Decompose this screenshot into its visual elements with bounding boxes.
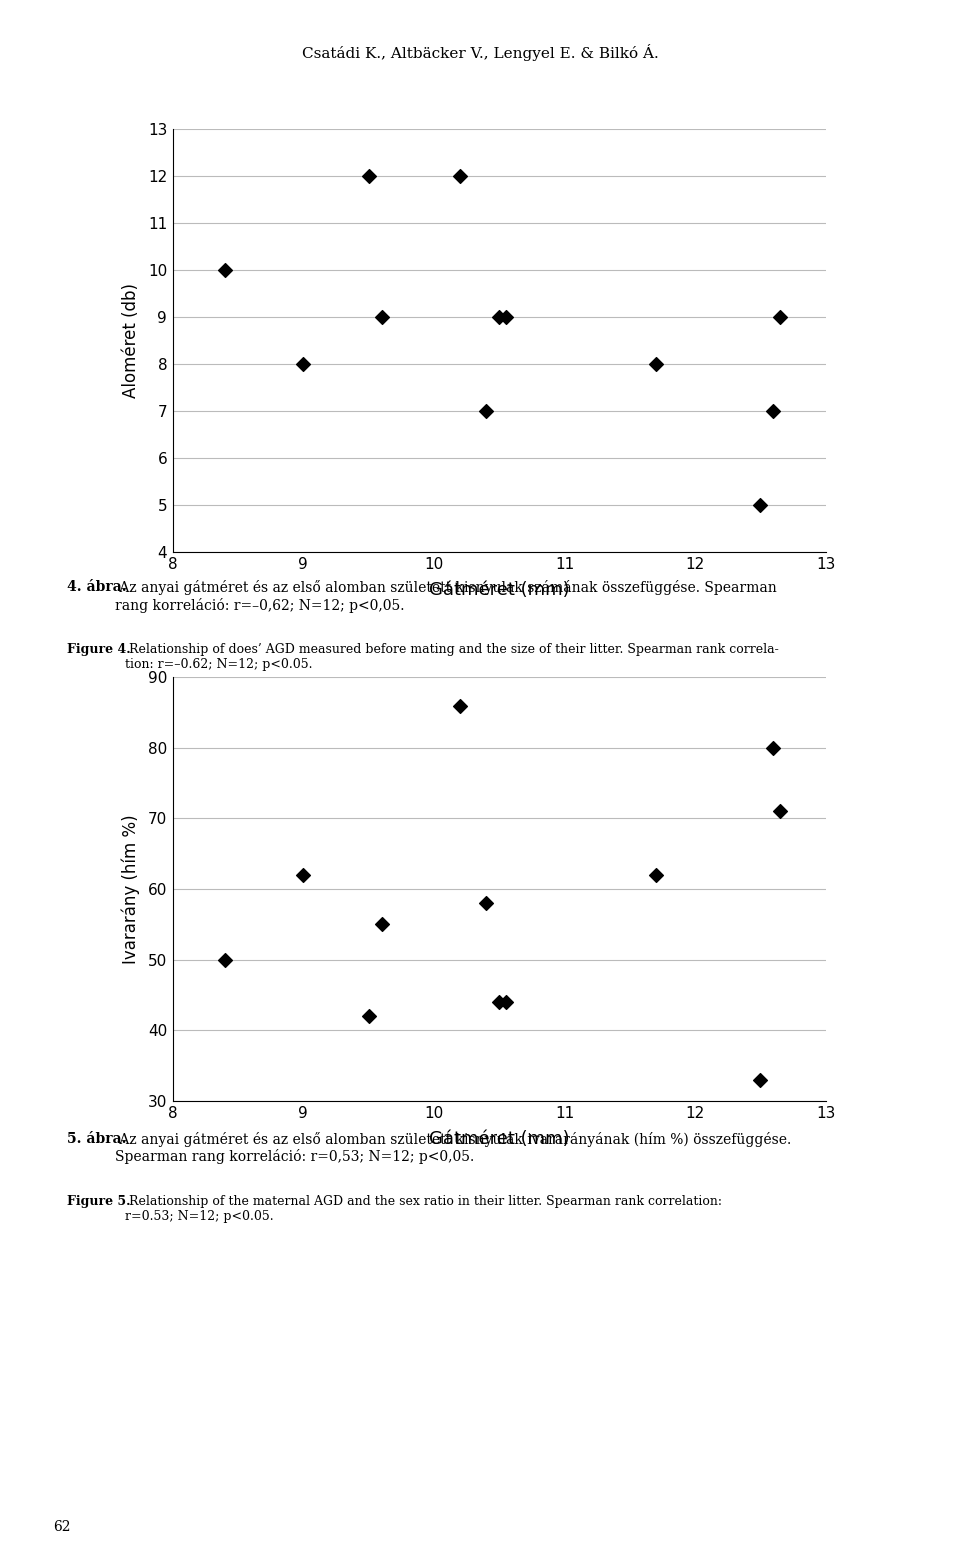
Point	[753, 492, 768, 517]
Text: Relationship of does’ AGD measured before mating and the size of their litter. S: Relationship of does’ AGD measured befor…	[125, 643, 779, 671]
Point	[766, 398, 781, 423]
X-axis label: Gátméret (mm): Gátméret (mm)	[429, 580, 569, 599]
Point	[772, 304, 787, 329]
Point	[648, 862, 663, 887]
Text: Relationship of the maternal AGD and the sex ratio in their litter. Spearman ran: Relationship of the maternal AGD and the…	[125, 1195, 722, 1223]
Point	[492, 304, 507, 329]
Y-axis label: Aloméret (db): Aloméret (db)	[122, 282, 139, 398]
Point	[772, 800, 787, 825]
Point	[217, 257, 232, 282]
Point	[498, 989, 514, 1014]
Point	[374, 304, 390, 329]
Point	[492, 989, 507, 1014]
Point	[648, 351, 663, 376]
X-axis label: Gátméret (mm): Gátméret (mm)	[429, 1129, 569, 1148]
Point	[296, 862, 311, 887]
Text: 62: 62	[53, 1519, 70, 1534]
Text: 5. ábra.: 5. ábra.	[67, 1132, 127, 1146]
Point	[452, 693, 468, 718]
Text: Figure 5.: Figure 5.	[67, 1195, 131, 1207]
Point	[478, 398, 493, 423]
Point	[296, 351, 311, 376]
Point	[217, 947, 232, 972]
Point	[478, 891, 493, 916]
Text: Csatádi K., Altbäcker V., Lengyel E. & Bilkó Á.: Csatádi K., Altbäcker V., Lengyel E. & B…	[301, 44, 659, 61]
Point	[753, 1068, 768, 1093]
Text: 4. ábra.: 4. ábra.	[67, 580, 127, 594]
Point	[766, 735, 781, 760]
Text: Az anyai gátméret és az első alomban született kisnyulak számának összefüggése. : Az anyai gátméret és az első alomban szü…	[115, 580, 777, 613]
Text: Figure 4.: Figure 4.	[67, 643, 131, 655]
Point	[361, 1004, 376, 1029]
Point	[498, 304, 514, 329]
Point	[374, 913, 390, 938]
Text: Az anyai gátméret és az első alomban született kisnyulak ivararányának (hím %) ö: Az anyai gátméret és az első alomban szü…	[115, 1132, 791, 1165]
Point	[361, 163, 376, 188]
Y-axis label: Ivararány (hím %): Ivararány (hím %)	[121, 814, 139, 964]
Point	[452, 163, 468, 188]
